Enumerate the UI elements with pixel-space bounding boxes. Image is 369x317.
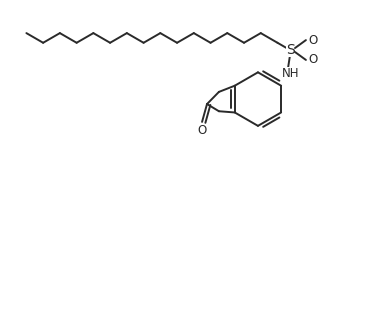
Text: NH: NH	[282, 67, 300, 80]
Text: O: O	[308, 34, 317, 47]
Text: S: S	[286, 43, 294, 57]
Text: O: O	[197, 124, 207, 137]
Text: O: O	[308, 54, 317, 67]
